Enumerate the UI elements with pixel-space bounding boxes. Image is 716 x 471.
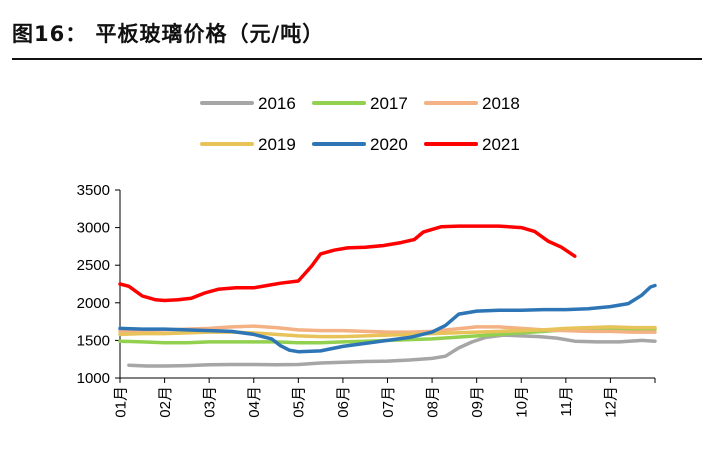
y-tick-label: 2500 — [77, 257, 110, 274]
series-line-2021 — [118, 224, 577, 303]
x-tick-label: 01月 — [112, 386, 129, 418]
legend-label-2016: 2016 — [258, 94, 296, 113]
x-tick-label: 10月 — [514, 386, 531, 418]
series-line-2016 — [127, 333, 657, 368]
series-line-2020 — [118, 283, 657, 354]
x-tick-label: 12月 — [603, 386, 620, 418]
x-tick-label: 11月 — [558, 386, 575, 417]
legend-label-2017: 2017 — [370, 94, 408, 113]
y-tick-label: 1000 — [77, 370, 110, 387]
x-tick-label: 08月 — [424, 386, 441, 418]
legend-label-2018: 2018 — [482, 94, 520, 113]
x-tick-label: 02月 — [157, 386, 174, 418]
figure-title: 图16： 平板玻璃价格（元/吨） — [12, 22, 325, 46]
x-tick-label: 04月 — [246, 386, 263, 418]
y-tick-label: 3000 — [77, 220, 110, 237]
series-line-2018 — [118, 324, 657, 334]
y-tick-label: 2000 — [77, 295, 110, 312]
x-tick-label: 05月 — [291, 386, 308, 418]
y-tick-label: 1500 — [77, 332, 110, 349]
x-tick-label: 03月 — [201, 386, 218, 418]
x-tick-label: 09月 — [469, 386, 486, 418]
legend-label-2019: 2019 — [258, 135, 296, 154]
figure-header: 图16： 平板玻璃价格（元/吨） — [12, 6, 702, 62]
legend-label-2020: 2020 — [370, 135, 408, 154]
y-tick-label: 3500 — [77, 182, 110, 199]
x-tick-label: 06月 — [335, 386, 352, 418]
legend-label-2021: 2021 — [482, 135, 520, 154]
x-tick-label: 07月 — [380, 386, 397, 418]
title-rule — [12, 58, 702, 60]
